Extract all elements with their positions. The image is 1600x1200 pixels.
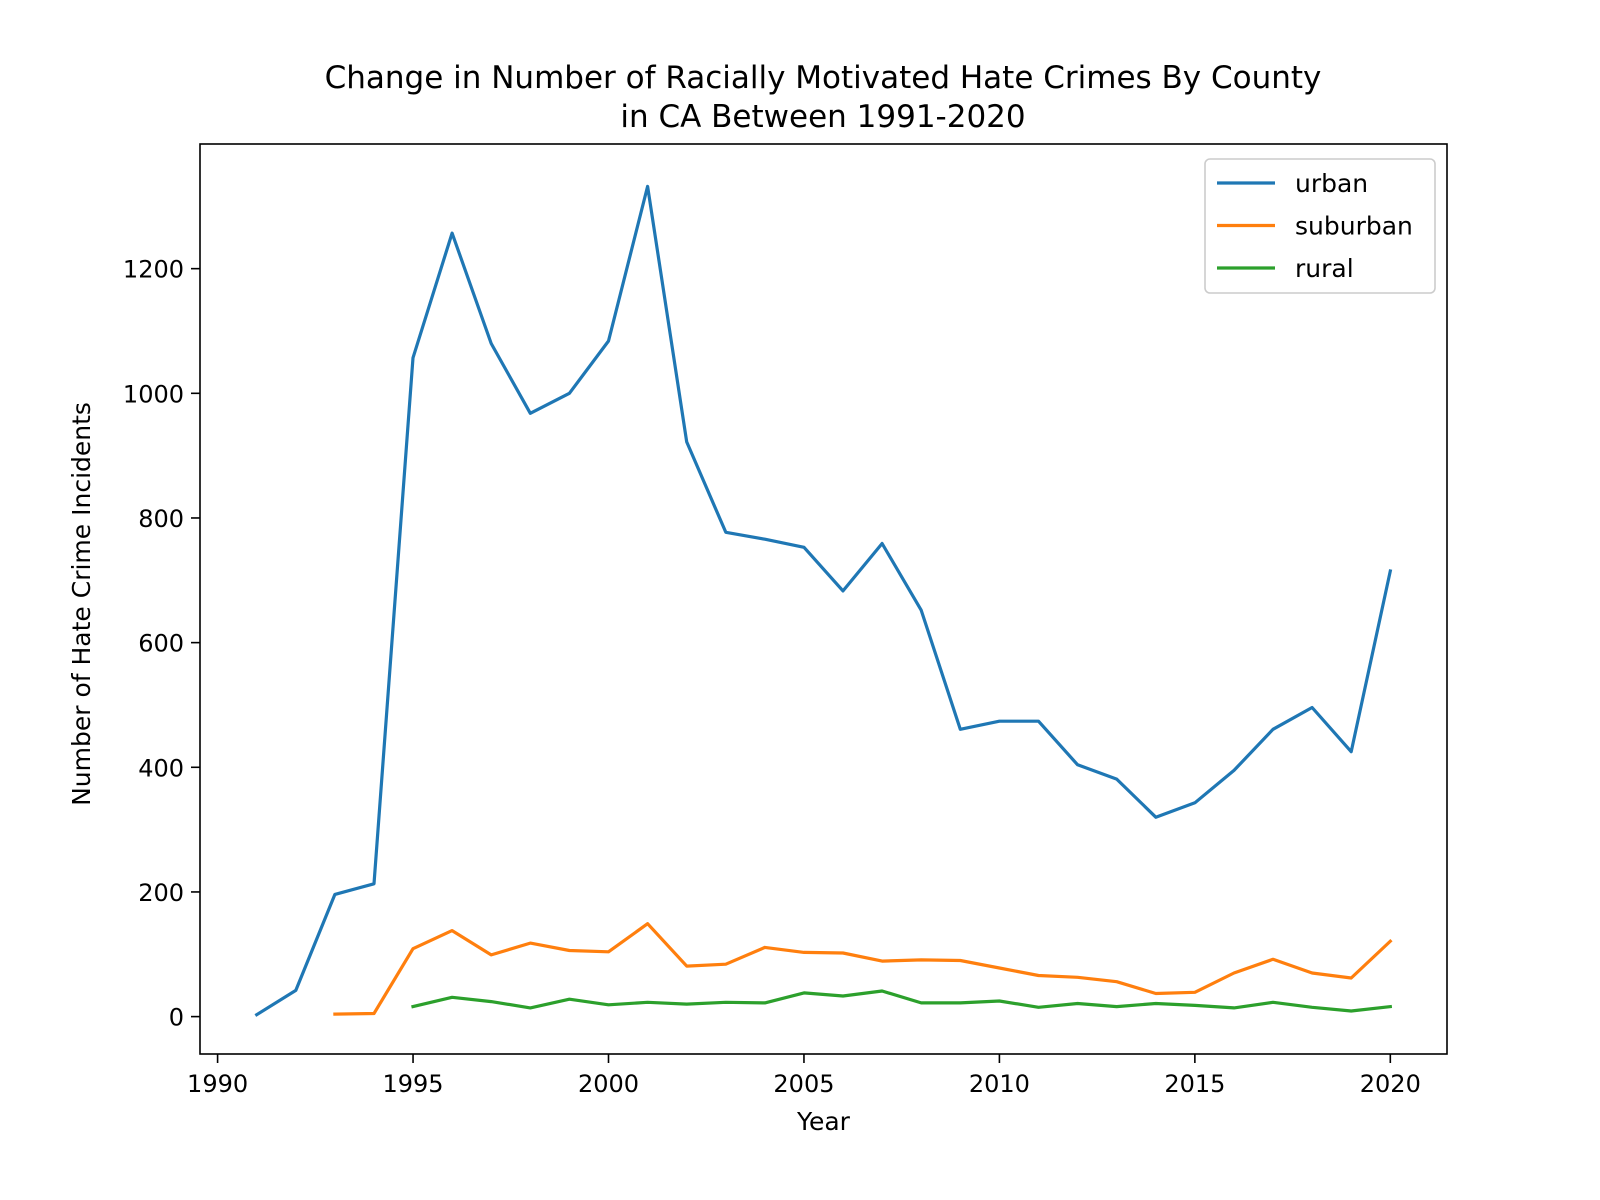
x-tick-label: 1995 xyxy=(383,1070,444,1098)
series-line-urban xyxy=(254,184,1393,1017)
y-tick-label: 800 xyxy=(138,505,184,533)
y-tick-label: 1000 xyxy=(123,380,184,408)
x-axis-label: Year xyxy=(796,1107,851,1136)
x-axis: 1990 1995 2000 2005 2010 2015 2020 xyxy=(187,1054,1421,1098)
legend: urban suburban rural xyxy=(1204,158,1436,294)
series-lines xyxy=(254,184,1393,1017)
chart-title-line: in CA Between 1991-2020 xyxy=(620,99,1025,135)
x-tick-label: 2005 xyxy=(773,1070,834,1098)
x-tick-label: 2000 xyxy=(578,1070,639,1098)
legend-label-rural: rural xyxy=(1295,254,1354,283)
legend-box xyxy=(1204,158,1436,294)
x-tick-label: 2020 xyxy=(1360,1070,1421,1098)
y-axis-label: Number of Hate Crime Incidents xyxy=(67,402,96,806)
series-line-rural xyxy=(411,989,1393,1013)
chart-title-line: Change in Number of Racially Motivated H… xyxy=(325,60,1322,96)
chart-title: Change in Number of Racially Motivated H… xyxy=(325,60,1322,135)
x-tick-label: 2015 xyxy=(1164,1070,1225,1098)
legend-label-suburban: suburban xyxy=(1295,212,1413,241)
series-line-suburban xyxy=(333,922,1393,1016)
y-axis: 0 200 400 600 800 1000 1200 xyxy=(123,256,200,1032)
y-tick-label: 1200 xyxy=(123,256,184,284)
x-tick-label: 2010 xyxy=(969,1070,1030,1098)
y-tick-label: 200 xyxy=(138,879,184,907)
y-tick-label: 400 xyxy=(138,754,184,782)
y-tick-label: 0 xyxy=(169,1004,184,1032)
y-tick-label: 600 xyxy=(138,630,184,658)
legend-label-urban: urban xyxy=(1295,169,1368,198)
x-tick-label: 1990 xyxy=(187,1070,248,1098)
plot-frame xyxy=(199,143,1448,1055)
